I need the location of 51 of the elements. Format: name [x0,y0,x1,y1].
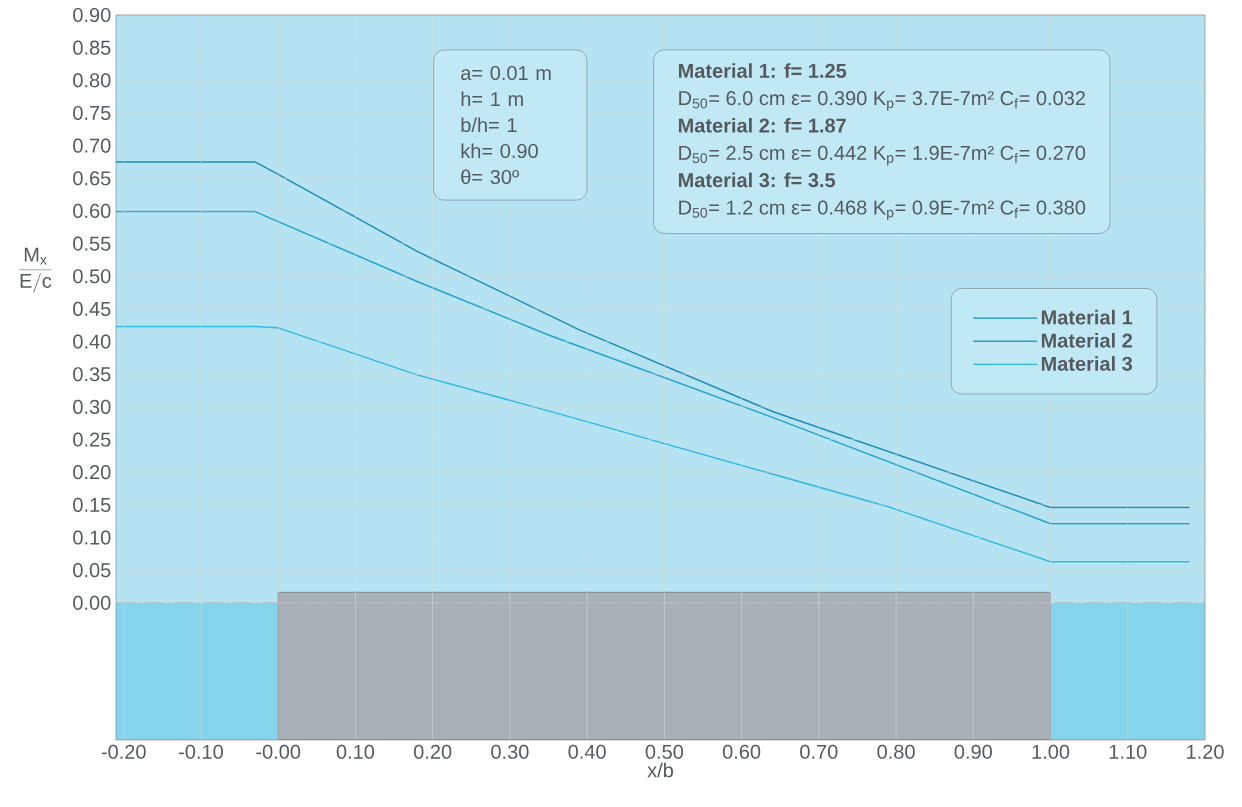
line-series [116,325,1191,563]
y-tick-label: 0.40 [73,334,111,349]
annotation: D$_{50}$= 6.0 cm ε= 0.390 K$_{p}$= 3.7E-7m² C$_{f}$= 0.032 [679,91,1085,111]
y-tick-label: 0.90 [73,7,111,23]
y-tick-label: 0.45 [73,301,111,316]
x-tick-label: 1.20 [1187,744,1224,759]
x-tick-label: 0.60 [722,744,761,759]
y-tick-label: 0.25 [73,432,111,447]
annotation: b/h= 1 [461,117,517,133]
annotation: Material 1: f= 1.25 [678,63,847,78]
x-tick-label: 1.10 [1109,744,1147,759]
annotation: a= 0.01 m [461,65,551,81]
y-tick-label: 0.15 [73,497,111,512]
annotation: D$_{50}$= 1.2 cm ε= 0.468 K$_{p}$= 0.9E-7m² C$_{f}$= 0.380 [679,200,1086,221]
y-tick-label: 0.50 [73,269,111,284]
legend-label: Material 1 [1041,309,1133,325]
x-tick-label: 0.10 [336,744,375,759]
x-tick-label: -0.00 [256,744,301,759]
annotation: D$_{50}$= 2.5 cm ε= 0.442 K$_{p}$= 1.9E-7m² C$_{f}$= 0.270 [679,145,1086,166]
x-tick-label: 1.00 [1032,744,1070,759]
x-tick-label: 0.90 [954,744,992,759]
y-tick-label: 0.10 [73,530,111,545]
x-tick-label: 0.70 [800,744,838,759]
x-tick-label: 0.50 [645,744,684,759]
x-tick-label: 0.80 [877,744,915,759]
x-tick-label: 0.30 [491,744,529,759]
legend-label: Material 3 [1041,356,1133,371]
annotation: kh= 0.90 [461,143,538,159]
y-tick-label: 0.55 [73,236,111,251]
y-tick-label: 0.75 [73,105,111,121]
y-tick-label: 0.35 [73,367,111,382]
y-tick-label: 0.60 [73,203,111,219]
x-axis-title: x/b [647,762,674,778]
x-tick-label: -0.10 [179,744,223,759]
x-tick-label: 0.20 [413,744,452,759]
x-tick-label: -0.20 [101,744,146,759]
y-tick-label: 0.05 [73,563,111,578]
y-tick-label: 0.30 [73,399,111,414]
y-axis-title: $\frac{\mathrm{M_x}}{\mathrm{E/c}}$ [19,247,52,293]
y-tick-label: 0.85 [73,40,111,55]
y-tick-label: 0.80 [73,73,111,88]
y-tick-label: 0.00 [73,595,111,610]
y-tick-label: 0.65 [73,171,111,186]
annotation: Material 3: f= 3.5 [678,172,836,188]
annotation: θ= 30º [461,169,520,185]
x-tick-label: 0.40 [568,744,606,759]
annotation: Material 2: f= 1.87 [678,117,846,133]
y-tick-label: 0.20 [73,465,111,480]
annotation: h= 1 m [461,91,523,106]
legend-label: Material 2 [1041,333,1132,348]
y-tick-label: 0.70 [73,138,111,153]
